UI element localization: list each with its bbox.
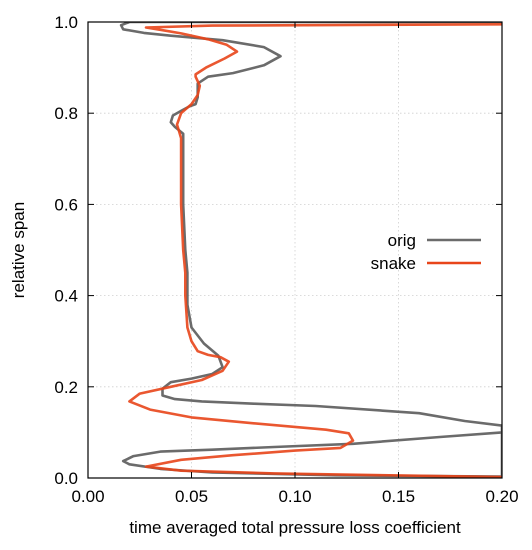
grid [88,22,502,478]
series-layer [119,22,502,478]
series-line-orig [119,22,502,478]
ticks: 0.00 0.05 0.10 0.15 0.20 0.0 0.2 0.4 0.6 0.8 1.0 [54,13,518,506]
x-axis-label: time averaged total pressure loss coeffi… [129,518,461,537]
series-line-snake [128,22,502,478]
x-tick-label: 0.20 [485,487,518,506]
y-axis-label: relative span [9,202,28,298]
legend-label-snake: snake [371,254,416,273]
y-tick-label: 0.2 [54,378,78,397]
y-tick-label: 1.0 [54,13,78,32]
y-tick-label: 0.6 [54,195,78,214]
x-tick-label: 0.05 [175,487,208,506]
x-tick-label: 0.15 [382,487,415,506]
y-tick-label: 0.4 [54,287,78,306]
x-tick-label: 0.00 [71,487,104,506]
x-tick-label: 0.10 [278,487,311,506]
y-tick-label: 0.0 [54,469,78,488]
legend: orig snake [371,231,481,273]
y-tick-label: 0.8 [54,104,78,123]
legend-label-orig: orig [388,231,416,250]
